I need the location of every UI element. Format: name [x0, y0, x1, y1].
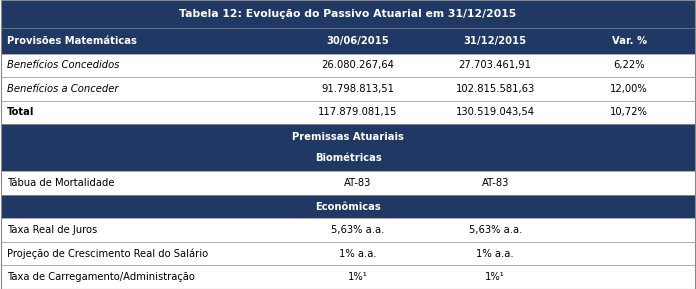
Bar	[1, 77, 695, 101]
Bar	[1, 266, 695, 289]
Text: 1%¹: 1%¹	[485, 272, 505, 282]
Text: AT-83: AT-83	[344, 178, 372, 188]
Text: Var. %: Var. %	[612, 36, 647, 46]
Bar	[1, 195, 695, 218]
Text: 5,63% a.a.: 5,63% a.a.	[468, 225, 522, 235]
Bar	[1, 101, 695, 124]
Text: Biométricas: Biométricas	[315, 153, 381, 163]
Text: 5,63% a.a.: 5,63% a.a.	[331, 225, 384, 235]
Text: 1% a.a.: 1% a.a.	[476, 249, 514, 259]
Text: 1%¹: 1%¹	[348, 272, 367, 282]
Text: 12,00%: 12,00%	[610, 84, 648, 94]
Text: 6,22%: 6,22%	[613, 60, 645, 70]
Text: Total: Total	[7, 108, 34, 117]
Bar	[1, 124, 695, 171]
Text: Taxa Real de Juros: Taxa Real de Juros	[7, 225, 97, 235]
Text: Provisões Matemáticas: Provisões Matemáticas	[7, 36, 137, 46]
Bar	[1, 171, 695, 195]
Text: 102.815.581,63: 102.815.581,63	[456, 84, 535, 94]
Bar	[1, 0, 695, 28]
Text: AT-83: AT-83	[482, 178, 509, 188]
Text: Benefícios Concedidos: Benefícios Concedidos	[7, 60, 120, 70]
Text: 117.879.081,15: 117.879.081,15	[318, 108, 397, 117]
Text: Tabela 12: Evolução do Passivo Atuarial em 31/12/2015: Tabela 12: Evolução do Passivo Atuarial …	[180, 9, 516, 19]
Text: Taxa de Carregamento/Administração: Taxa de Carregamento/Administração	[7, 272, 195, 282]
Text: Benefícios a Conceder: Benefícios a Conceder	[7, 84, 118, 94]
Text: 27.703.461,91: 27.703.461,91	[459, 60, 532, 70]
Text: 31/12/2015: 31/12/2015	[464, 36, 527, 46]
Bar	[1, 28, 695, 53]
Text: 130.519.043,54: 130.519.043,54	[456, 108, 535, 117]
Text: Econômicas: Econômicas	[315, 202, 381, 212]
Text: 10,72%: 10,72%	[610, 108, 648, 117]
Text: 26.080.267,64: 26.080.267,64	[322, 60, 394, 70]
Text: Premissas Atuariais: Premissas Atuariais	[292, 132, 404, 142]
Text: 91.798.813,51: 91.798.813,51	[322, 84, 394, 94]
Text: Projeção de Crescimento Real do Salário: Projeção de Crescimento Real do Salário	[7, 249, 208, 259]
Text: 30/06/2015: 30/06/2015	[326, 36, 389, 46]
Bar	[1, 218, 695, 242]
Text: Tábua de Mortalidade: Tábua de Mortalidade	[7, 178, 114, 188]
Bar	[1, 242, 695, 266]
Bar	[1, 53, 695, 77]
Text: 1% a.a.: 1% a.a.	[339, 249, 377, 259]
